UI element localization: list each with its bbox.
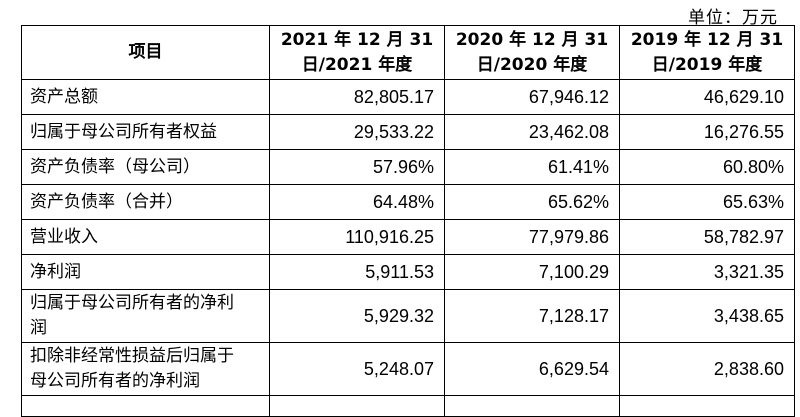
value-2021: 57.96% — [269, 149, 445, 185]
value-2020: 65.62% — [444, 184, 620, 220]
value-2021: 110,916.25 — [269, 219, 445, 255]
header-2020-line1: 2020 年 12 月 31 — [455, 29, 609, 50]
row-label: 归属于母公司所有者的净利 润 — [21, 289, 270, 343]
unit-label: 单位：万元 — [688, 8, 778, 28]
table-row: 资产负债率（合并） 64.48% 65.62% 65.63% — [21, 184, 795, 220]
value-2020: 7,128.17 — [444, 289, 620, 343]
value-2020: 23,462.08 — [444, 114, 620, 150]
row-label: 资产负债率（合并） — [21, 184, 270, 220]
value-2020: 61.41% — [444, 149, 620, 185]
table-row: 营业收入 110,916.25 77,979.86 58,782.97 — [21, 219, 795, 255]
header-2021: 2021 年 12 月 31 日/2021 年度 — [269, 25, 445, 80]
empty-cell — [21, 395, 270, 417]
value-2019: 3,438.65 — [619, 289, 795, 343]
row-label: 归属于母公司所有者权益 — [21, 114, 270, 150]
row-label: 扣除非经常性损益后归属于 母公司所有者的净利润 — [21, 342, 270, 396]
header-item: 项目 — [21, 25, 270, 80]
header-2019: 2019 年 12 月 31 日/2019 年度 — [619, 25, 795, 80]
empty-cell — [269, 395, 445, 417]
header-2021-line1: 2021 年 12 月 31 — [280, 29, 434, 50]
table-row: 归属于母公司所有者的净利 润 5,929.32 7,128.17 3,438.6… — [21, 289, 795, 343]
row-label-line2: 润 — [30, 318, 47, 338]
value-2021: 5,911.53 — [269, 254, 445, 290]
value-2019: 3,321.35 — [619, 254, 795, 290]
empty-cell — [619, 395, 795, 417]
row-label: 资产总额 — [21, 79, 270, 115]
value-2019: 65.63% — [619, 184, 795, 220]
table-row: 资产负债率（母公司） 57.96% 61.41% 60.80% — [21, 149, 795, 185]
value-2019: 16,276.55 — [619, 114, 795, 150]
row-label-line2: 母公司所有者的净利润 — [30, 371, 200, 391]
row-label-line1: 扣除非经常性损益后归属于 — [30, 346, 234, 366]
row-label: 营业收入 — [21, 219, 270, 255]
value-2020: 77,979.86 — [444, 219, 620, 255]
value-2021: 29,533.22 — [269, 114, 445, 150]
table-row: 净利润 5,911.53 7,100.29 3,321.35 — [21, 254, 795, 290]
value-2021: 5,248.07 — [269, 342, 445, 396]
row-label-line1: 归属于母公司所有者的净利 — [30, 293, 234, 313]
value-2021: 5,929.32 — [269, 289, 445, 343]
table-row: 资产总额 82,805.17 67,946.12 46,629.10 — [21, 79, 795, 115]
empty-cell — [444, 395, 620, 417]
table-row-partial — [21, 395, 795, 417]
row-label: 净利润 — [21, 254, 270, 290]
header-2020-line2: 日/2020 年度 — [476, 54, 588, 75]
table-row: 归属于母公司所有者权益 29,533.22 23,462.08 16,276.5… — [21, 114, 795, 150]
financial-table: 项目 2021 年 12 月 31 日/2021 年度 2020 年 12 月 … — [21, 25, 795, 417]
header-2019-line2: 日/2019 年度 — [651, 54, 763, 75]
table-row: 扣除非经常性损益后归属于 母公司所有者的净利润 5,248.07 6,629.5… — [21, 342, 795, 396]
value-2020: 7,100.29 — [444, 254, 620, 290]
header-2020: 2020 年 12 月 31 日/2020 年度 — [444, 25, 620, 80]
header-2021-line2: 日/2021 年度 — [301, 54, 413, 75]
value-2019: 2,838.60 — [619, 342, 795, 396]
header-2019-line1: 2019 年 12 月 31 — [630, 29, 784, 50]
value-2021: 64.48% — [269, 184, 445, 220]
value-2019: 60.80% — [619, 149, 795, 185]
value-2020: 67,946.12 — [444, 79, 620, 115]
table-header-row: 项目 2021 年 12 月 31 日/2021 年度 2020 年 12 月 … — [21, 25, 795, 80]
value-2019: 46,629.10 — [619, 79, 795, 115]
value-2020: 6,629.54 — [444, 342, 620, 396]
value-2021: 82,805.17 — [269, 79, 445, 115]
row-label: 资产负债率（母公司） — [21, 149, 270, 185]
value-2019: 58,782.97 — [619, 219, 795, 255]
